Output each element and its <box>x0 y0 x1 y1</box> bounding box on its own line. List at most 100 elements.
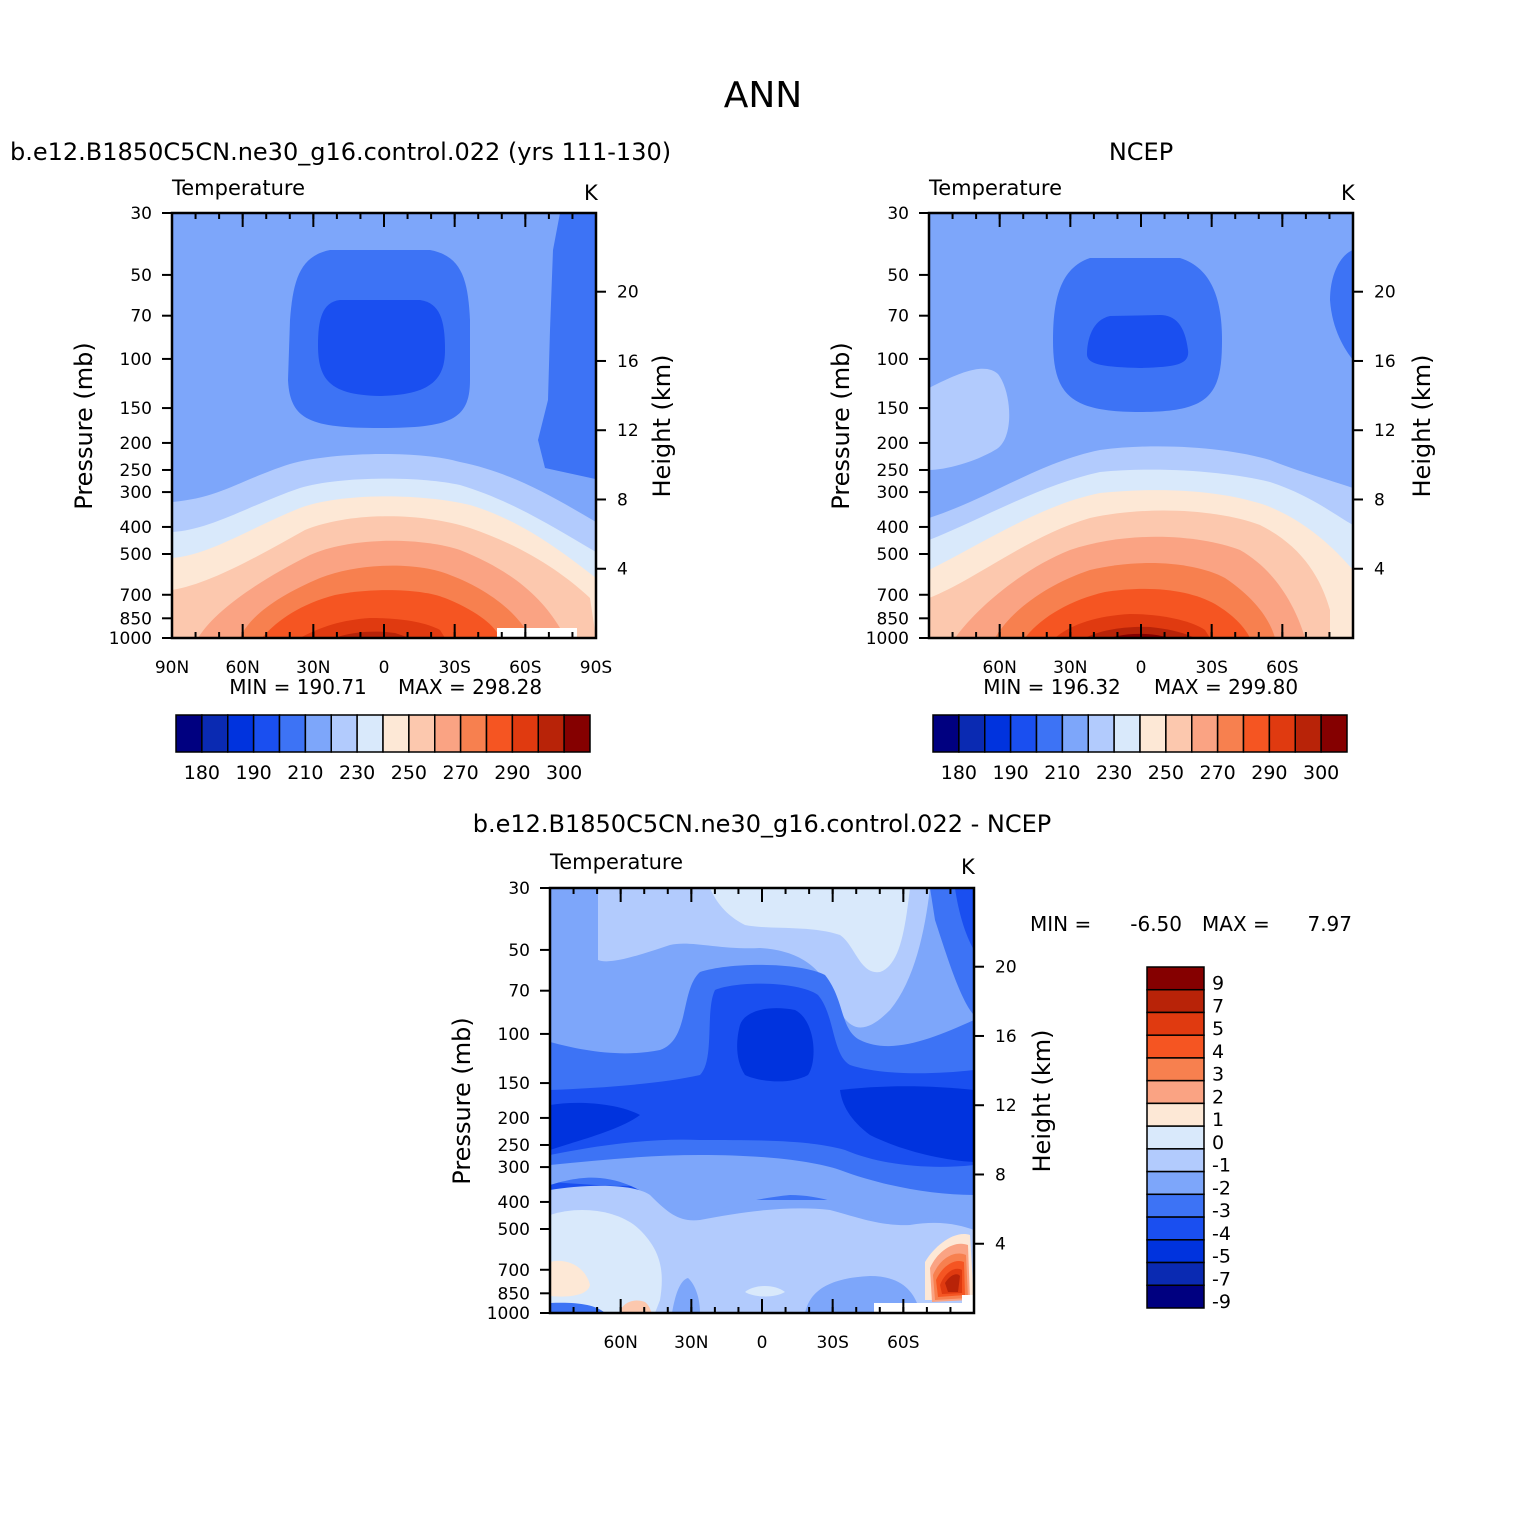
colorbar-label: 230 <box>339 762 375 784</box>
contour-band <box>335 631 410 638</box>
colorbar-label: 4 <box>1212 1041 1224 1063</box>
obs-units-label: K <box>1341 181 1356 205</box>
model-panel: b.e12.B1850C5CN.ne30_g16.control.022 (yr… <box>10 138 676 784</box>
height-tick-label: 12 <box>995 1096 1017 1116</box>
y-tick-label: 30 <box>508 879 530 899</box>
y-tick-label: 700 <box>120 586 152 606</box>
colorbar-swatch <box>1113 714 1141 753</box>
y-tick-label: 250 <box>120 461 152 481</box>
y-tick-label: 1000 <box>866 629 909 649</box>
model-contour-field <box>172 213 596 638</box>
colorbar-swatch <box>304 714 332 753</box>
x-tick-label: 30S <box>1195 658 1227 678</box>
colorbar-swatch <box>1146 1102 1205 1127</box>
colorbar-label: 180 <box>941 762 977 784</box>
diff-ylabel-right: Height (km) <box>1028 1030 1056 1173</box>
y-tick-label: 500 <box>498 1220 530 1240</box>
contour-band <box>550 1102 640 1150</box>
model-colorbar: 180 190 210 230 250 270 290 300 <box>175 714 591 784</box>
colorbar-label: 270 <box>442 762 478 784</box>
colorbar-label: 290 <box>1251 762 1287 784</box>
y-tick-label: 700 <box>498 1261 530 1281</box>
contour-band <box>1087 315 1189 368</box>
height-tick-label: 16 <box>995 1027 1017 1047</box>
diff-panel: b.e12.B1850C5CN.ne30_g16.control.022 - N… <box>448 810 1352 1353</box>
contour-band <box>550 1260 590 1297</box>
x-tick-label: 30S <box>816 1333 848 1353</box>
colorbar-swatch <box>1146 1011 1205 1036</box>
colorbar-label: 300 <box>1303 762 1339 784</box>
height-tick-label: 12 <box>617 421 639 441</box>
model-ylabel: Pressure (mb) <box>70 342 98 509</box>
colorbar-swatch <box>459 714 488 753</box>
colorbar-label: 210 <box>1044 762 1080 784</box>
colorbar-swatch <box>1146 1170 1205 1196</box>
contour-band <box>1330 250 1353 360</box>
colorbar-label: 270 <box>1199 762 1235 784</box>
y-tick-label: 1000 <box>487 1304 530 1324</box>
colorbar-swatch <box>1146 988 1205 1014</box>
x-tick-label: 90N <box>155 658 189 678</box>
y-tick-label: 200 <box>120 434 152 454</box>
colorbar-swatch <box>984 714 1012 753</box>
diff-min-label: MIN = <box>1030 912 1091 936</box>
height-tick-label: 16 <box>617 352 639 372</box>
height-tick-label: 4 <box>617 560 628 580</box>
height-tick-label: 20 <box>995 958 1017 978</box>
colorbar-swatch <box>1146 1079 1205 1105</box>
colorbar-swatch <box>1146 1034 1205 1059</box>
colorbar-label: 210 <box>287 762 323 784</box>
y-tick-label: 70 <box>887 307 909 327</box>
colorbar-label: 7 <box>1212 995 1224 1017</box>
obs-title: NCEP <box>1109 138 1173 166</box>
height-tick-label: 20 <box>617 283 639 303</box>
x-tick-label: 60S <box>887 1333 919 1353</box>
model-max-label: MAX = 298.28 <box>398 675 542 699</box>
colorbar-label: -7 <box>1212 1268 1231 1290</box>
model-min-label: MIN = 190.71 <box>229 675 367 699</box>
y-tick-label: 300 <box>877 483 909 503</box>
height-tick-label: 8 <box>617 490 628 510</box>
y-tick-label: 250 <box>498 1136 530 1156</box>
diff-max-label: MAX = <box>1202 912 1270 936</box>
colorbar-label: 290 <box>494 762 530 784</box>
colorbar-label: 0 <box>1212 1132 1224 1154</box>
y-tick-label: 200 <box>498 1109 530 1129</box>
y-tick-label: 100 <box>877 350 909 370</box>
missing-data-region <box>497 628 577 638</box>
height-tick-label: 16 <box>1374 352 1396 372</box>
colorbar-swatch <box>356 714 384 753</box>
y-tick-label: 850 <box>498 1284 530 1304</box>
contour-band <box>550 1302 605 1313</box>
model-title: b.e12.B1850C5CN.ne30_g16.control.022 (yr… <box>10 138 671 166</box>
diff-max-value: 7.97 <box>1307 912 1352 936</box>
x-tick-label: 60N <box>225 658 259 678</box>
colorbar-swatch <box>382 714 410 753</box>
colorbar-swatch <box>1146 966 1205 991</box>
y-tick-label: 250 <box>877 461 909 481</box>
y-tick-label: 100 <box>120 350 152 370</box>
model-ylabel-right: Height (km) <box>648 355 676 498</box>
y-tick-label: 1000 <box>109 629 152 649</box>
missing-data-region <box>874 1303 964 1313</box>
contour-band <box>318 300 445 396</box>
contour-band <box>550 1155 974 1223</box>
colorbar-label: 250 <box>1148 762 1184 784</box>
y-tick-label: 200 <box>877 434 909 454</box>
colorbar-swatch <box>1268 714 1296 753</box>
y-tick-label: 400 <box>498 1193 530 1213</box>
model-variable-label: Temperature <box>171 176 305 200</box>
contour-band <box>945 1274 960 1292</box>
contour-band <box>672 1278 700 1313</box>
y-tick-label: 50 <box>130 266 152 286</box>
y-tick-label: 300 <box>498 1158 530 1178</box>
contour-band <box>955 888 974 950</box>
y-tick-label: 300 <box>120 483 152 503</box>
colorbar-swatch <box>485 714 514 753</box>
model-units-label: K <box>584 181 599 205</box>
colorbar-label: -3 <box>1212 1200 1231 1222</box>
colorbar-label: 1 <box>1212 1109 1224 1131</box>
colorbar-swatch <box>1165 714 1193 753</box>
